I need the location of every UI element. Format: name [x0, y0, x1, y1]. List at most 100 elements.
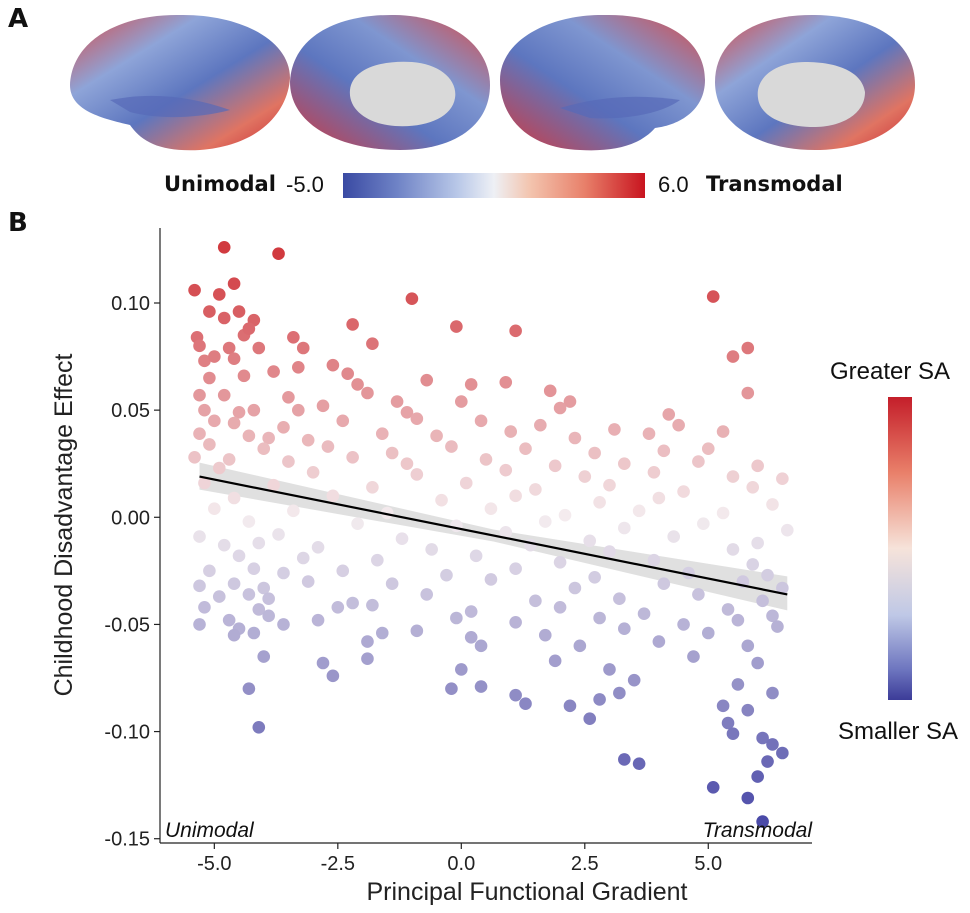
data-point — [553, 401, 567, 415]
data-point — [672, 418, 685, 432]
data-point — [652, 635, 666, 648]
data-point — [296, 551, 310, 565]
data-point — [242, 515, 256, 528]
data-point — [425, 543, 438, 556]
data-point — [321, 440, 335, 453]
data-point — [242, 322, 256, 336]
data-point — [529, 483, 542, 496]
data-point — [558, 508, 572, 522]
colorbar-min-label: -5.0 — [286, 172, 324, 197]
data-point — [618, 622, 631, 636]
data-point — [657, 444, 671, 458]
data-point — [212, 288, 226, 301]
data-point — [450, 519, 463, 533]
data-point — [371, 553, 384, 567]
data-point — [766, 498, 779, 511]
data-point — [193, 530, 206, 543]
data-point — [301, 575, 315, 588]
data-point — [548, 654, 562, 668]
data-point — [637, 607, 651, 621]
data-point — [212, 590, 226, 603]
corner-label-unimodal: Unimodal — [165, 819, 255, 842]
data-point — [474, 680, 488, 693]
data-point — [455, 395, 468, 408]
colorbar-left-label: Unimodal — [164, 172, 276, 196]
data-point — [701, 626, 715, 640]
data-point — [776, 581, 789, 595]
data-point — [756, 731, 769, 745]
data-point — [351, 378, 364, 391]
data-point — [277, 566, 290, 580]
data-point — [726, 543, 740, 556]
data-point — [198, 403, 211, 417]
data-point — [252, 603, 266, 616]
data-point — [450, 320, 463, 333]
data-point — [741, 386, 755, 400]
data-point — [603, 545, 616, 558]
data-point — [697, 517, 710, 531]
data-point — [632, 757, 646, 771]
data-point — [301, 433, 315, 447]
data-point — [277, 420, 290, 434]
data-point — [761, 755, 774, 768]
data-point — [375, 626, 389, 640]
gradient-colorbar — [343, 173, 645, 198]
data-point — [741, 791, 755, 805]
y-tick-label: 0.10 — [111, 293, 150, 315]
legend-colorbar — [888, 397, 912, 700]
x-tick-label: 2.5 — [571, 853, 599, 875]
data-point — [464, 378, 478, 391]
data-point — [756, 594, 769, 608]
colorbar-max-label: 6.0 — [658, 172, 689, 197]
data-point — [459, 476, 473, 490]
data-point — [420, 373, 434, 387]
data-point — [262, 609, 275, 623]
data-point — [627, 673, 641, 687]
data-point — [603, 663, 616, 676]
data-point — [435, 493, 448, 507]
data-point — [400, 457, 414, 471]
data-point — [766, 738, 779, 751]
data-point — [296, 341, 310, 355]
data-point — [716, 506, 730, 520]
data-point — [222, 341, 236, 355]
data-point — [474, 639, 488, 653]
data-point — [208, 350, 221, 363]
data-point — [613, 592, 626, 606]
data-point — [385, 446, 399, 460]
data-point — [741, 703, 755, 717]
data-point — [642, 427, 656, 441]
data-point — [193, 388, 206, 402]
data-point — [267, 478, 280, 492]
y-tick-label: -0.05 — [104, 614, 150, 636]
data-point — [766, 609, 779, 623]
data-point — [351, 517, 364, 531]
data-point — [568, 581, 582, 595]
data-point — [726, 727, 740, 741]
data-point — [346, 596, 359, 610]
data-point — [227, 577, 241, 591]
panel-label-b: B — [8, 208, 28, 238]
y-axis-title: Childhood Disadvantage Effect — [50, 354, 78, 697]
data-point — [227, 416, 241, 430]
data-point — [771, 620, 784, 633]
data-point — [193, 618, 206, 631]
data-point — [543, 384, 557, 398]
data-point — [410, 624, 424, 638]
data-point — [400, 405, 414, 419]
x-tick-label: -2.5 — [321, 853, 355, 875]
data-point — [726, 470, 740, 483]
data-point — [741, 341, 755, 355]
data-point — [701, 442, 715, 456]
data-point — [706, 780, 720, 794]
brain-left-medial — [290, 14, 490, 150]
data-point — [217, 240, 231, 254]
data-point — [208, 414, 221, 428]
data-point — [331, 600, 345, 614]
data-point — [366, 598, 379, 612]
data-point — [726, 350, 740, 363]
data-point — [519, 697, 532, 711]
data-point — [618, 457, 631, 471]
legend-top-label: Greater SA — [830, 358, 951, 385]
